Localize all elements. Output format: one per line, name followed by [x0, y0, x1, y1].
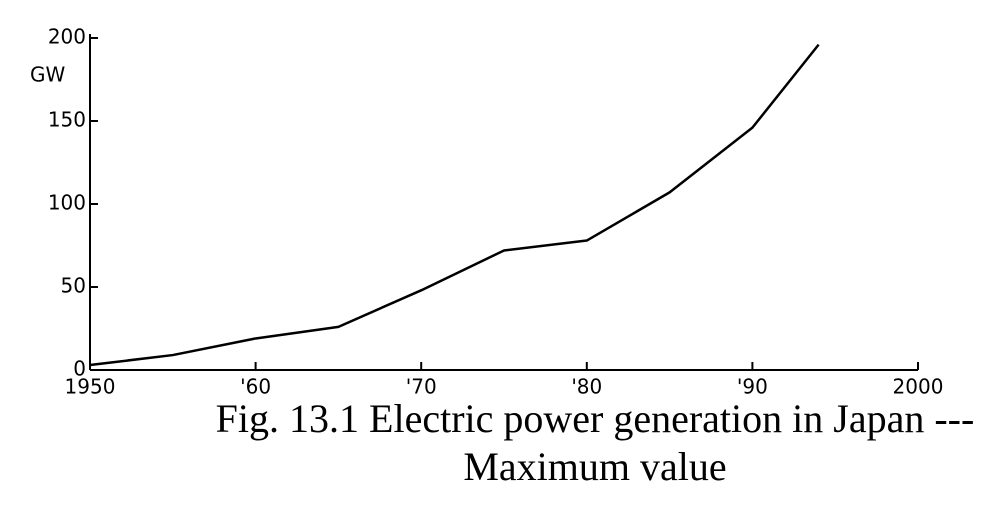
- x-tick-label: '90: [737, 375, 768, 396]
- x-tick-label: 1950: [65, 375, 116, 396]
- y-tick-label: 150: [48, 108, 86, 132]
- chart-title: Fig. 13.1 Electric power generation in J…: [215, 396, 975, 489]
- y-tick-label: 50: [61, 274, 86, 298]
- chart: GW 0 50 100 150 200 1950 '60 '70 '80 '90 2000: [30, 25, 944, 396]
- x-tick-label: '80: [571, 375, 602, 396]
- x-tick-label: '70: [406, 375, 437, 396]
- y-tick-label: 100: [48, 191, 86, 215]
- y-tick-label: 0: [73, 357, 86, 381]
- data-line: [89, 43, 820, 367]
- x-tick-label: '60: [240, 375, 271, 396]
- y-tick-label: 200: [48, 25, 86, 49]
- x-tick-label: 2000: [893, 375, 944, 396]
- y-axis-label: GW: [30, 63, 65, 87]
